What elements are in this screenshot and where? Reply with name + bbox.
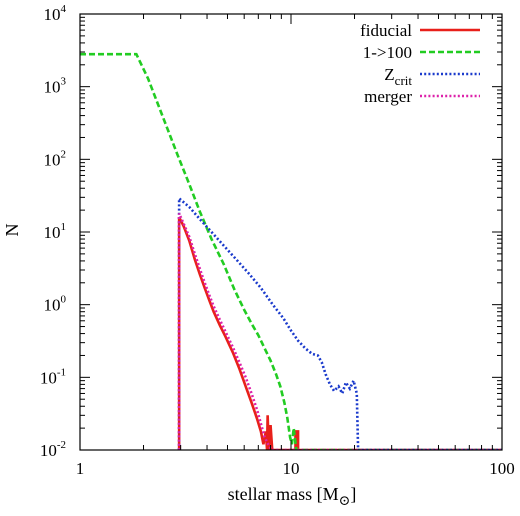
- y-tick-label: 101: [44, 221, 67, 242]
- x-axis-title-main: stellar mass [M: [228, 484, 339, 504]
- legend-label-2: 1->100: [363, 43, 412, 62]
- legend-label-4: merger: [364, 87, 412, 106]
- series-line-1: [177, 216, 502, 450]
- legend-label-3: Zcrit: [384, 65, 412, 88]
- x-tick-label: 10: [283, 459, 300, 478]
- y-tick-label: 102: [44, 148, 67, 169]
- y-tick-label: 10-1: [40, 366, 66, 387]
- plot-frame: [79, 13, 503, 451]
- ticks-layer: [79, 13, 503, 451]
- y-tick-label: 100: [44, 294, 67, 315]
- series-line-2: [80, 52, 502, 450]
- y-axis-title: N: [2, 224, 22, 237]
- x-axis-title-close: ]: [350, 484, 356, 504]
- x-axis-title-sub: ⊙: [339, 494, 351, 509]
- tick-labels-layer: 1 10 100 10-2 10-1 100 101 102 103 104: [40, 3, 515, 478]
- y-tick-label: 10-2: [40, 439, 66, 460]
- series-line-4: [177, 212, 502, 450]
- x-axis-title: stellar mass [M⊙]: [228, 484, 357, 509]
- y-tick-label: 103: [44, 76, 67, 97]
- x-tick-label: 1: [76, 459, 85, 478]
- y-tick-label: 104: [44, 3, 67, 24]
- x-tick-label: 100: [489, 459, 515, 478]
- series-line-3: [177, 195, 502, 450]
- series-layer: [80, 52, 502, 450]
- legend-label-1: fiducial: [360, 21, 412, 40]
